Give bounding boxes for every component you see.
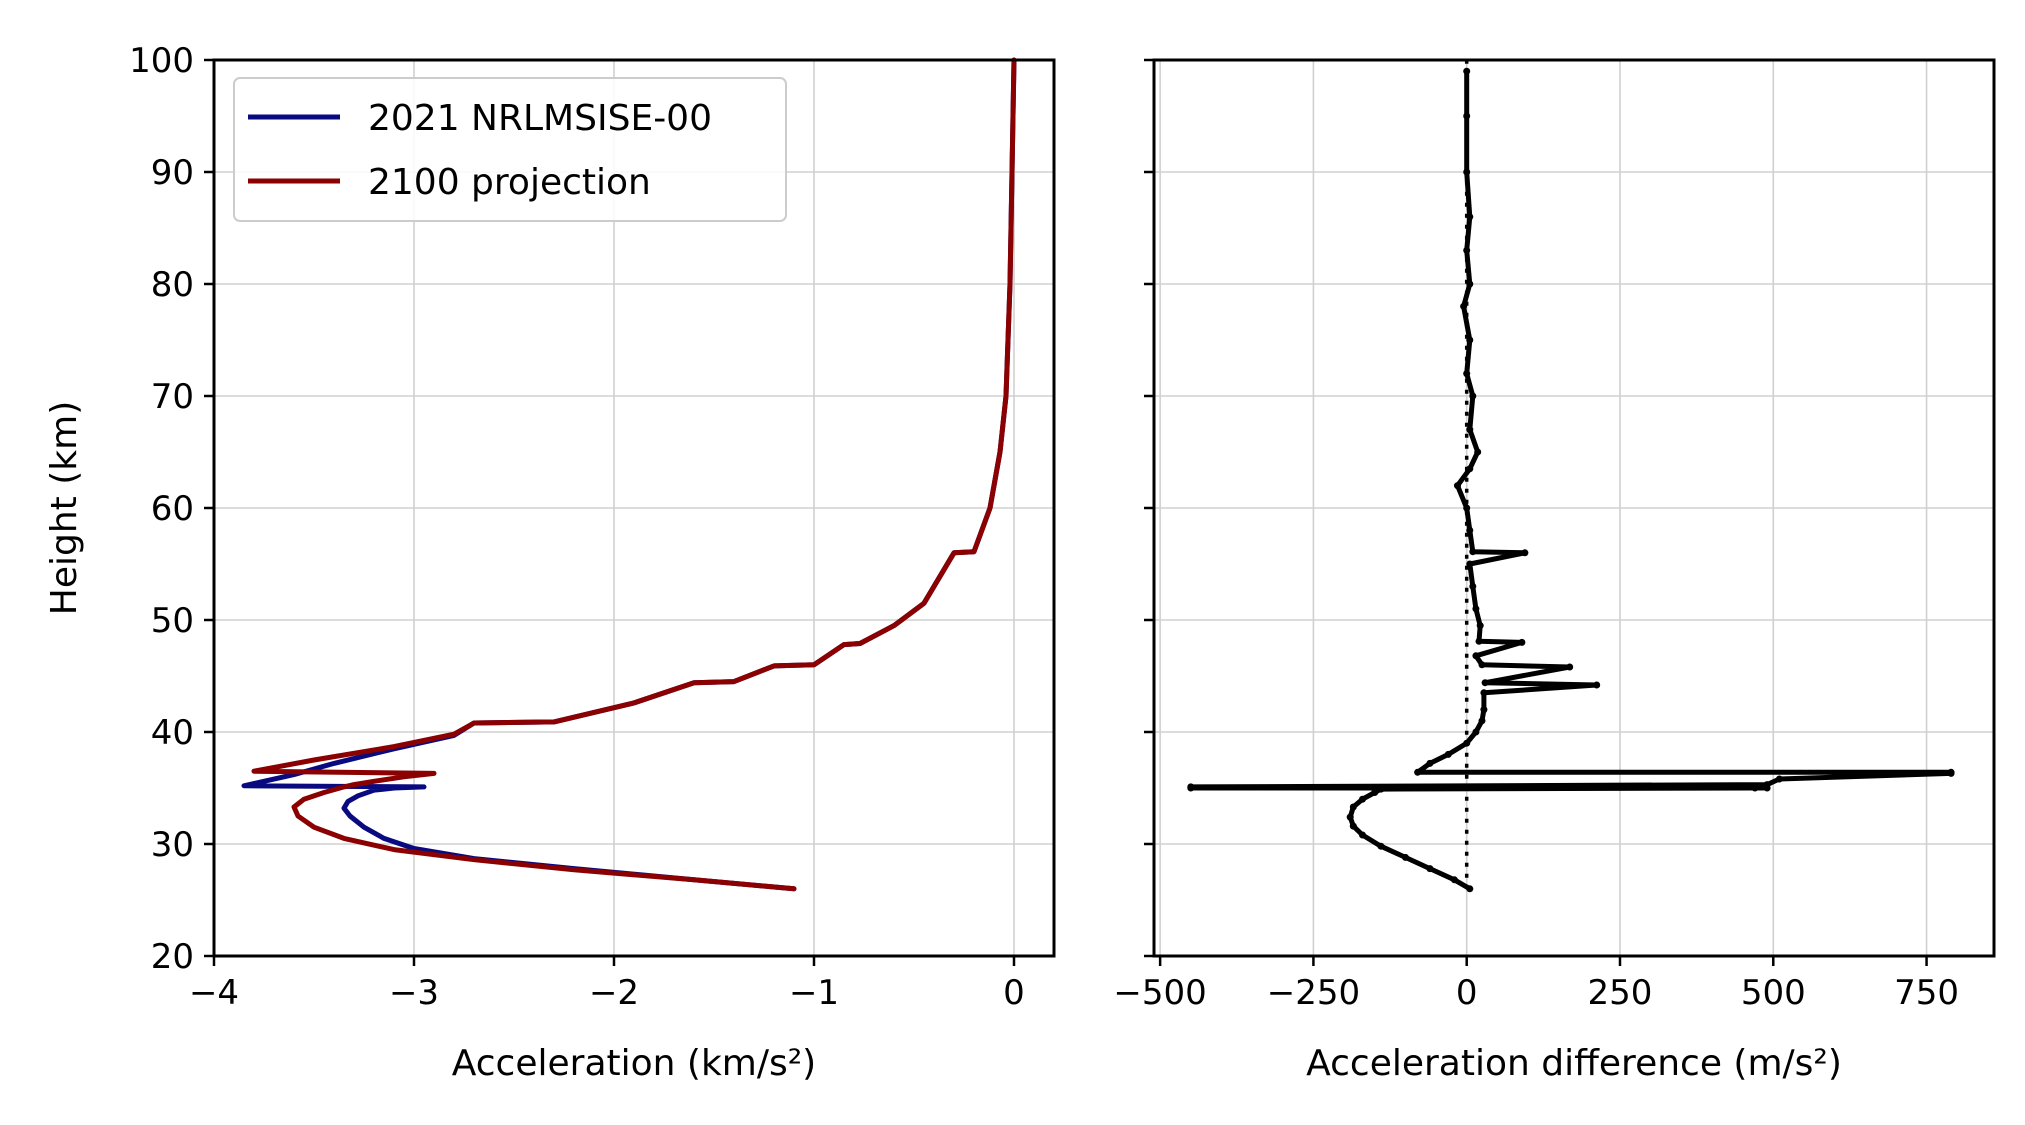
- difference-point-6: [1349, 822, 1357, 830]
- y-tick-label-0: 20: [151, 937, 194, 977]
- y-tick-label-5: 70: [151, 377, 194, 417]
- difference-point-7: [1346, 813, 1354, 821]
- difference-point-52: [1463, 246, 1471, 254]
- difference-point-10: [1371, 789, 1379, 796]
- difference-point-27: [1480, 689, 1488, 697]
- difference-point-45: [1474, 448, 1482, 456]
- difference-point-32: [1472, 652, 1480, 660]
- difference-point-9: [1359, 795, 1366, 803]
- difference-point-50: [1460, 302, 1468, 310]
- right-ticks: −500 −250 0 250 500 750: [1113, 58, 1959, 1013]
- left-ticks: −4 −3 −2 −1 0 20 30 40 50 60 70 80 90 100: [129, 41, 1025, 1013]
- difference-point-1: [1450, 876, 1458, 884]
- right-x-tick-label-3: 250: [1588, 973, 1653, 1013]
- right-x-tick-label-4: 500: [1741, 973, 1806, 1013]
- difference-point-20: [1414, 768, 1422, 776]
- difference-point-35: [1476, 622, 1484, 630]
- right-x-tick-label-1: −250: [1267, 973, 1360, 1013]
- y-tick-label-4: 60: [151, 489, 194, 529]
- difference-point-5: [1359, 831, 1366, 839]
- difference-point-22: [1444, 750, 1452, 758]
- difference-point-23: [1463, 739, 1471, 747]
- right-x-tick-label-2: 0: [1456, 973, 1478, 1013]
- difference-point-44: [1466, 465, 1474, 473]
- difference-point-12: [1751, 784, 1759, 792]
- y-tick-label-8: 100: [129, 41, 194, 81]
- difference-point-49: [1466, 336, 1474, 344]
- left-y-axis-label: Height (km): [44, 401, 85, 615]
- difference-point-25: [1478, 717, 1486, 725]
- difference-point-41: [1466, 526, 1474, 534]
- y-tick-label-1: 30: [151, 825, 194, 865]
- difference-point-43: [1454, 482, 1461, 490]
- difference-point-42: [1463, 504, 1471, 512]
- difference-point-56: [1463, 67, 1471, 75]
- difference-point-31: [1478, 661, 1486, 669]
- right-x-tick-label-5: 750: [1894, 973, 1959, 1013]
- left-x-tick-label-1: −3: [389, 973, 439, 1013]
- legend: 2021 NRLMSISE-00 2100 projection: [233, 77, 787, 222]
- difference-point-29: [1481, 679, 1489, 687]
- right-plot-area: [1187, 60, 1955, 893]
- difference-point-24: [1472, 728, 1480, 736]
- difference-point-0: [1466, 885, 1474, 893]
- difference-point-16: [1763, 781, 1771, 789]
- y-tick-label-2: 40: [151, 713, 194, 753]
- y-tick-label-6: 80: [151, 265, 194, 305]
- y-tick-label-3: 50: [151, 601, 194, 641]
- difference-point-40: [1469, 548, 1477, 556]
- left-series-line-1: [251, 57, 1017, 892]
- legend-label-nrlmsise: 2021 NRLMSISE-00: [368, 98, 712, 139]
- legend-box: [233, 77, 787, 222]
- difference-point-33: [1518, 638, 1526, 646]
- left-x-tick-label-2: −2: [589, 973, 639, 1013]
- difference-point-54: [1463, 168, 1471, 176]
- difference-point-4: [1377, 842, 1385, 850]
- difference-point-51: [1466, 280, 1474, 288]
- difference-point-30: [1566, 663, 1574, 671]
- difference-point-37: [1469, 582, 1477, 590]
- left-x-tick-label-3: −1: [789, 973, 839, 1013]
- left-plot-area: [241, 57, 1017, 892]
- difference-point-19: [1947, 768, 1955, 776]
- difference-point-48: [1463, 370, 1471, 378]
- difference-point-55: [1463, 112, 1471, 120]
- difference-point-47: [1469, 392, 1477, 400]
- left-x-axis-label: Acceleration (km/s²): [452, 1043, 816, 1084]
- difference-point-21: [1426, 759, 1434, 767]
- right-x-tick-label-0: −500: [1113, 973, 1206, 1013]
- difference-point-36: [1472, 605, 1480, 613]
- y-tick-label-7: 90: [151, 153, 194, 193]
- difference-point-34: [1475, 637, 1483, 645]
- difference-point-11: [1377, 785, 1385, 793]
- difference-point-39: [1521, 549, 1529, 557]
- left-x-tick-label-0: −4: [189, 973, 239, 1013]
- legend-label-2100: 2100 projection: [368, 162, 651, 203]
- difference-point-46: [1466, 426, 1474, 434]
- right-x-axis-label: Acceleration difference (m/s²): [1306, 1043, 1842, 1084]
- difference-point-17: [1775, 775, 1783, 783]
- difference-point-15: [1187, 783, 1195, 791]
- difference-point-26: [1480, 706, 1488, 714]
- left-x-tick-label-4: 0: [1003, 973, 1025, 1013]
- difference-point-8: [1349, 803, 1357, 811]
- difference-point-3: [1401, 853, 1409, 861]
- difference-point-2: [1426, 865, 1434, 873]
- difference-point-38: [1466, 560, 1474, 568]
- difference-point-53: [1466, 213, 1474, 221]
- difference-point-28: [1593, 681, 1601, 689]
